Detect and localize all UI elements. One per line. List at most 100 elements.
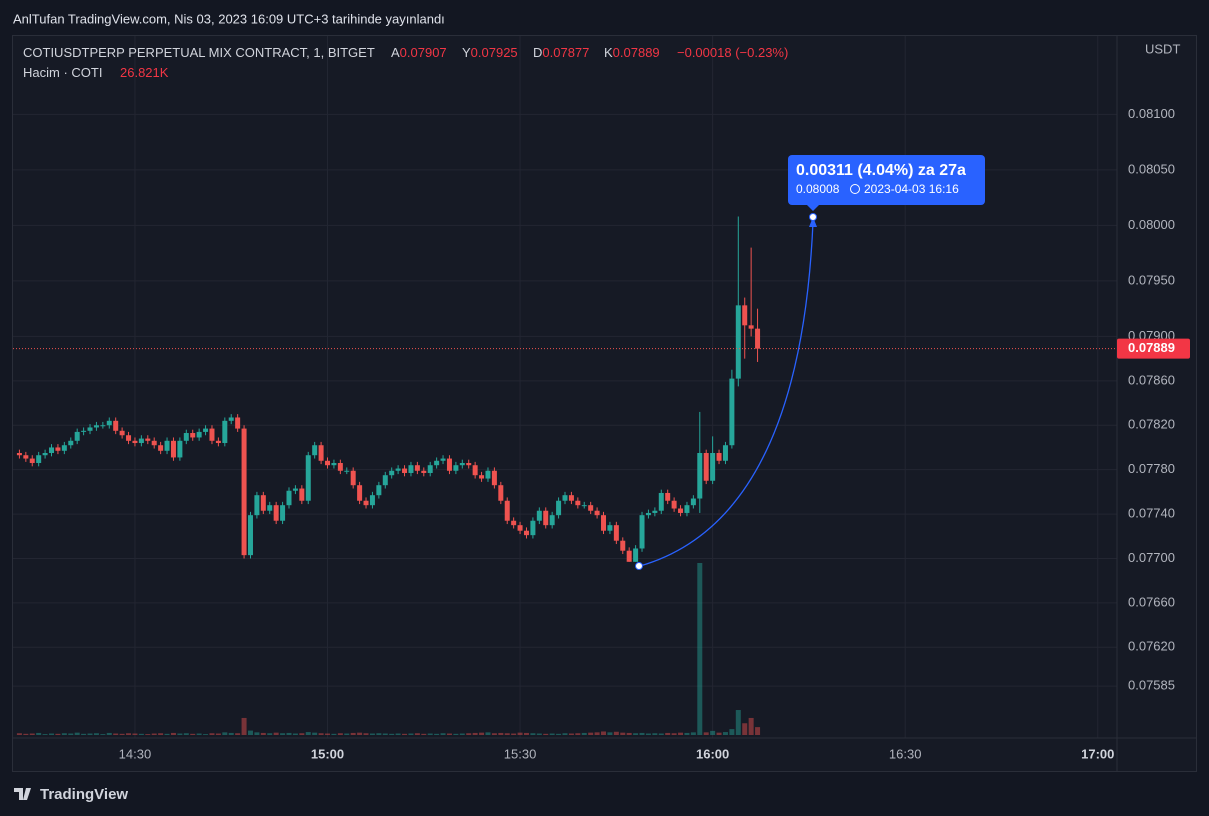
volume-bar (81, 733, 87, 735)
volume-bar (395, 733, 401, 735)
candle-body (556, 500, 562, 516)
footer-brand: TradingView (40, 786, 128, 803)
volume-bar (414, 733, 420, 735)
volume-bar (267, 733, 273, 735)
ohlc-label: D (533, 45, 542, 60)
x-tick-label: 15:00 (311, 746, 344, 761)
volume-bar (440, 733, 446, 735)
volume-bar (697, 563, 703, 735)
volume-bar (402, 733, 408, 735)
candle-body (325, 460, 331, 466)
candle-body (479, 475, 485, 479)
candle-body (678, 508, 684, 513)
candle-body (170, 440, 176, 458)
last-price-box (1117, 338, 1190, 359)
candle-body (260, 495, 266, 511)
volume-bar (735, 710, 741, 735)
candle-body (633, 548, 639, 562)
candle-body (568, 495, 574, 501)
volume-bar (716, 732, 722, 735)
volume-bar (485, 732, 491, 735)
volume-bar (710, 730, 716, 735)
measure-box (788, 155, 985, 205)
ohlc-label: A (391, 45, 400, 60)
candle-body (575, 500, 581, 506)
candle-body (748, 325, 754, 329)
volume-bar (427, 733, 433, 735)
candle-body (158, 445, 164, 451)
volume-bar (575, 733, 581, 735)
candle-body (626, 550, 632, 562)
volume-bar (453, 733, 459, 735)
candle-body (671, 500, 677, 509)
chart-panel (12, 35, 1197, 772)
volume-bar (742, 723, 748, 735)
volume-bar (434, 733, 440, 735)
volume-bar (620, 732, 626, 735)
measure-headline: 0.00311 (4.04%) za 27a (796, 162, 966, 179)
candle-body (74, 431, 80, 441)
candle-body (408, 465, 414, 473)
y-tick-label: 0.08100 (1128, 106, 1175, 121)
volume-bar (472, 732, 478, 735)
candle-body (350, 470, 356, 486)
volume-bar (652, 733, 658, 735)
measure-pointer (807, 205, 819, 211)
volume-bar (337, 733, 343, 735)
volume-bar (556, 733, 562, 735)
volume-bar (241, 717, 247, 735)
volume-bar (613, 731, 619, 735)
volume-bar (42, 734, 48, 735)
volume-bar (607, 732, 613, 735)
volume-bar (100, 734, 106, 735)
candle-body (658, 492, 664, 511)
candle-body (29, 458, 35, 463)
candle-body (543, 510, 549, 526)
y-tick-label: 0.07700 (1128, 550, 1175, 565)
volume-bar (228, 732, 234, 735)
volume-bar (312, 732, 318, 735)
volume-bar (235, 733, 241, 735)
candle-body (716, 453, 722, 461)
volume-bar (350, 732, 356, 735)
volume-bar (215, 733, 221, 735)
volume-bar (190, 733, 196, 735)
volume-bar (684, 732, 690, 735)
volume-bar (209, 733, 215, 735)
volume-bar (543, 733, 549, 735)
candle-body (402, 468, 408, 473)
volume-bar (601, 731, 607, 735)
y-tick-label: 0.08050 (1128, 161, 1175, 176)
volume-bar (49, 733, 55, 735)
candle-body (151, 440, 157, 446)
candle-body (23, 455, 29, 459)
volume-bar (203, 734, 209, 735)
candle-body (241, 428, 247, 556)
candle-body (87, 427, 93, 431)
volume-bar (536, 733, 542, 735)
volume-bar (722, 732, 728, 735)
volume-bar (523, 732, 529, 735)
candle-body (511, 520, 517, 526)
logo (14, 788, 31, 800)
volume-bar (491, 733, 497, 735)
candle-body (382, 475, 388, 486)
measure-start (635, 562, 643, 570)
candle-body (196, 431, 202, 438)
volume-bar (530, 733, 536, 735)
candle-body (126, 435, 132, 441)
candle-body (517, 525, 523, 531)
volume-bar (517, 732, 523, 735)
candle-body (620, 540, 626, 551)
candle-body (729, 378, 735, 446)
volume-bar (29, 733, 35, 735)
x-tick-label: 14:30 (119, 746, 152, 761)
volume-bar (325, 733, 331, 735)
volume-bar (132, 733, 138, 735)
candle-body (318, 445, 324, 461)
volume-bar (158, 733, 164, 735)
candle-body (93, 425, 99, 428)
candle-body (472, 465, 478, 476)
candle-body (459, 462, 465, 466)
candle-body (222, 420, 228, 444)
